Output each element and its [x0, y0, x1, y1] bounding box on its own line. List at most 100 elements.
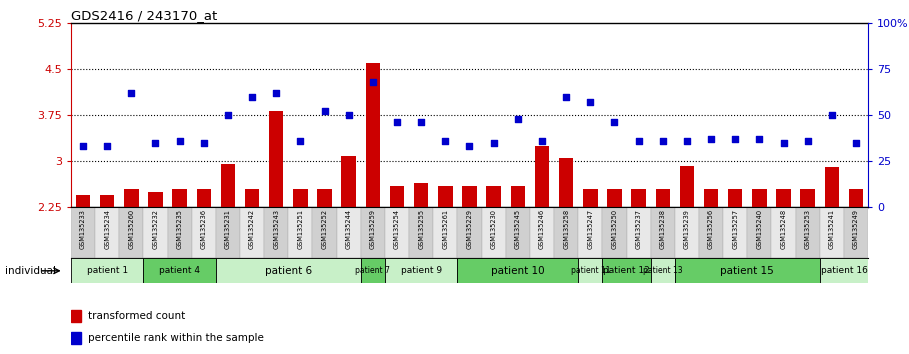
- Bar: [215, 207, 240, 258]
- Bar: [457, 207, 482, 258]
- Text: GSM135229: GSM135229: [466, 209, 473, 249]
- Bar: [680, 166, 694, 207]
- Text: patient 15: patient 15: [721, 266, 774, 276]
- Point: [365, 79, 380, 85]
- Bar: [148, 192, 163, 207]
- Point: [559, 94, 574, 99]
- Bar: [655, 189, 670, 207]
- Text: GSM135251: GSM135251: [297, 209, 304, 249]
- Bar: [293, 189, 307, 207]
- Text: GSM135259: GSM135259: [370, 209, 375, 249]
- Bar: [409, 207, 434, 258]
- Bar: [385, 258, 457, 283]
- Bar: [438, 185, 453, 207]
- Bar: [824, 167, 839, 207]
- Bar: [747, 207, 772, 258]
- Point: [124, 90, 138, 96]
- Bar: [385, 207, 409, 258]
- Bar: [603, 258, 651, 283]
- Text: GSM135240: GSM135240: [756, 209, 763, 249]
- Text: patient 1: patient 1: [86, 266, 127, 275]
- Text: GSM135260: GSM135260: [128, 209, 135, 249]
- Text: patient 13: patient 13: [643, 266, 683, 275]
- Point: [704, 136, 718, 142]
- Point: [245, 94, 259, 99]
- Bar: [288, 207, 313, 258]
- Text: GSM135239: GSM135239: [684, 209, 690, 249]
- Bar: [336, 207, 361, 258]
- Bar: [699, 207, 724, 258]
- Text: GSM135243: GSM135243: [274, 209, 279, 249]
- Point: [511, 116, 525, 121]
- Bar: [482, 207, 505, 258]
- Bar: [849, 189, 864, 207]
- Text: GSM135255: GSM135255: [418, 209, 425, 249]
- Bar: [144, 207, 167, 258]
- Text: patient 4: patient 4: [159, 266, 200, 275]
- Point: [462, 143, 476, 149]
- Bar: [71, 332, 81, 344]
- Point: [75, 143, 90, 149]
- Point: [607, 120, 622, 125]
- Bar: [559, 158, 574, 207]
- Bar: [313, 207, 336, 258]
- Bar: [724, 207, 747, 258]
- Point: [221, 112, 235, 118]
- Bar: [365, 63, 380, 207]
- Text: GSM135231: GSM135231: [225, 209, 231, 249]
- Text: GSM135252: GSM135252: [322, 209, 327, 249]
- Text: GSM135237: GSM135237: [635, 209, 642, 249]
- Bar: [728, 189, 743, 207]
- Point: [317, 109, 332, 114]
- Bar: [71, 207, 95, 258]
- Text: GSM135241: GSM135241: [829, 209, 834, 249]
- Text: GSM135246: GSM135246: [539, 209, 545, 249]
- Point: [438, 138, 453, 144]
- Text: GDS2416 / 243170_at: GDS2416 / 243170_at: [71, 9, 217, 22]
- Text: GSM135247: GSM135247: [587, 209, 594, 249]
- Bar: [801, 189, 815, 207]
- Text: patient 12: patient 12: [604, 266, 650, 275]
- Bar: [772, 207, 795, 258]
- Bar: [95, 207, 119, 258]
- Text: GSM135261: GSM135261: [443, 209, 448, 249]
- Bar: [245, 189, 259, 207]
- Text: patient 6: patient 6: [265, 266, 312, 276]
- Point: [148, 140, 163, 145]
- Bar: [578, 207, 603, 258]
- Point: [414, 120, 428, 125]
- Text: individual: individual: [5, 266, 55, 276]
- Point: [752, 136, 766, 142]
- Text: GSM135232: GSM135232: [153, 209, 158, 249]
- Point: [269, 90, 284, 96]
- Point: [583, 99, 597, 105]
- Point: [342, 112, 356, 118]
- Bar: [651, 258, 674, 283]
- Bar: [124, 189, 138, 207]
- Bar: [342, 156, 356, 207]
- Bar: [463, 185, 476, 207]
- Bar: [240, 207, 265, 258]
- Point: [801, 138, 815, 144]
- Bar: [505, 207, 530, 258]
- Bar: [100, 195, 115, 207]
- Bar: [71, 309, 81, 322]
- Bar: [674, 258, 820, 283]
- Text: GSM135257: GSM135257: [733, 209, 738, 249]
- Bar: [173, 189, 187, 207]
- Bar: [119, 207, 144, 258]
- Bar: [167, 207, 192, 258]
- Bar: [752, 189, 766, 207]
- Bar: [844, 207, 868, 258]
- Bar: [317, 189, 332, 207]
- Bar: [361, 207, 385, 258]
- Bar: [265, 207, 288, 258]
- Bar: [651, 207, 674, 258]
- Bar: [221, 164, 235, 207]
- Bar: [534, 146, 549, 207]
- Bar: [215, 258, 361, 283]
- Point: [196, 140, 211, 145]
- Bar: [530, 207, 554, 258]
- Text: GSM135253: GSM135253: [804, 209, 811, 249]
- Point: [728, 136, 743, 142]
